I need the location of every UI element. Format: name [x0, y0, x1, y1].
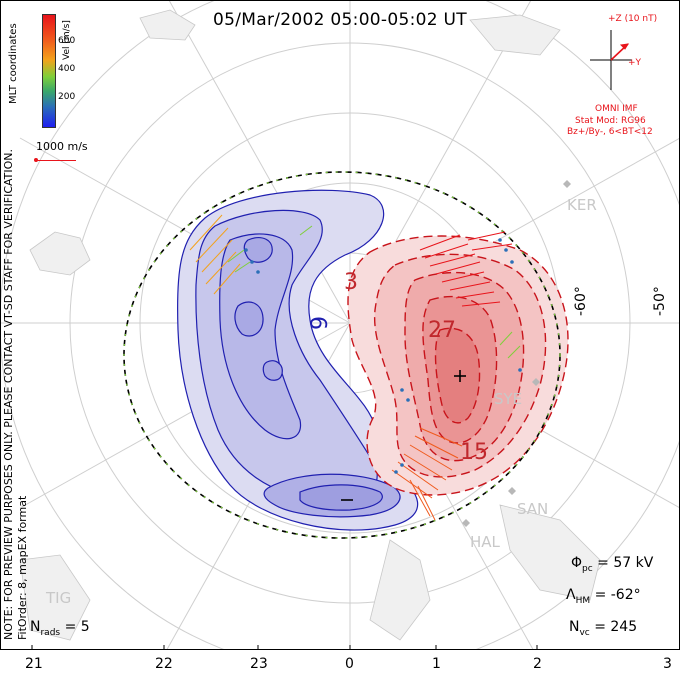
latitude-label-60: -60° — [573, 286, 589, 316]
station-sye-marker — [532, 378, 540, 386]
station-tig-label: TIG — [46, 589, 72, 607]
scale-vector-label: 1000 m/s — [36, 140, 88, 153]
colorbar-label: Vel [m/s] — [62, 20, 72, 60]
mlt-tick-2: 2 — [533, 656, 542, 672]
mlt-axis-ticks — [31, 645, 538, 650]
vector-origins — [244, 238, 522, 474]
station-san-marker — [508, 487, 516, 495]
coastline — [19, 9, 601, 641]
stat-lambda-hm: ΛHM = -62° — [566, 587, 641, 606]
positive-cell — [347, 235, 569, 496]
contour-label-27: 27 — [428, 318, 456, 343]
station-ker-label: KER — [567, 196, 597, 214]
negative-contour-3 — [219, 233, 302, 440]
mlt-tick-3: 3 — [663, 656, 672, 672]
map-title: 05/Mar/2002 05:00-05:02 UT — [213, 10, 467, 30]
stat-phi-pc: Φpc = 57 kV — [571, 555, 654, 574]
colorbar-tick-400: 400 — [58, 64, 76, 74]
station-san-label: SAN — [517, 500, 549, 518]
extrema-markers — [341, 370, 466, 501]
scale-vector-bar — [36, 160, 76, 161]
negative-contour-4 — [243, 237, 273, 263]
colorbar-tick-600: 600 — [58, 36, 76, 46]
negative-cell — [176, 189, 419, 531]
station-hal-label: HAL — [470, 533, 500, 551]
station-hal-marker — [462, 519, 470, 527]
vectors-dusk — [189, 214, 241, 295]
vectors-slow — [227, 225, 521, 359]
negative-contour-6 — [262, 360, 283, 381]
contour-label-9: 9 — [308, 316, 333, 330]
imf-source: OMNI IMF — [595, 104, 638, 114]
fit-order-label: FitOrder: 8, mapEX format — [16, 495, 29, 640]
stat-n-vc: Nvc = 245 — [569, 619, 638, 638]
station-sye-label: SYE — [494, 390, 523, 408]
mlt-tick-21: 21 — [25, 656, 43, 672]
station-ker-marker — [563, 180, 571, 188]
stat-n-rads: Nrads = 5 — [30, 619, 90, 638]
velocity-vectors — [189, 214, 522, 521]
preview-note: NOTE: FOR PREVIEW PURPOSES ONLY. PLEASE … — [2, 148, 15, 640]
negative-contour-5 — [234, 301, 264, 337]
colorbar-tick-200: 200 — [58, 92, 76, 102]
mlt-tick-0: 0 — [345, 656, 354, 672]
mlt-tick-22: 22 — [155, 656, 173, 672]
hmb-boundary-marks — [123, 171, 561, 539]
contour-label-3: 3 — [344, 270, 358, 295]
imf-z-label: +Z (10 nT) — [608, 14, 658, 24]
station-markers — [462, 180, 571, 527]
imf-dial — [590, 30, 632, 90]
negative-contour-8 — [299, 484, 383, 511]
mlt-tick-1: 1 — [432, 656, 441, 672]
imf-stat-mod: Stat Mod: RG96 — [575, 116, 646, 126]
coordinates-label: MLT coordinates — [8, 23, 19, 104]
velocity-colorbar — [42, 14, 56, 128]
imf-y-label: +Y — [628, 58, 642, 68]
latitude-label-50: -50° — [652, 286, 668, 316]
vectors-night — [391, 427, 463, 521]
contour-label-15: 15 — [460, 440, 488, 465]
mlt-tick-23: 23 — [250, 656, 268, 672]
imf-condition: Bz+/By-, 6<BT<12 — [567, 127, 653, 137]
vectors-dawn — [419, 231, 513, 307]
